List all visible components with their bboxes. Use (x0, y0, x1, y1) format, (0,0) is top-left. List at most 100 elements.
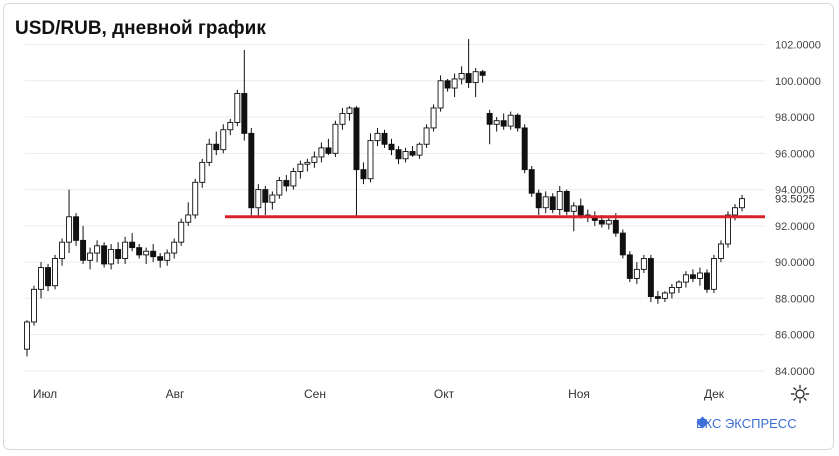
candle (101, 242, 108, 268)
candle-body (143, 250, 150, 256)
candle-body (45, 267, 52, 287)
candle-body (360, 169, 367, 180)
chart-title: USD/RUB, дневной график (15, 18, 266, 39)
candle (87, 247, 94, 270)
candle-body (171, 241, 178, 254)
candle (451, 73, 458, 98)
candle-body (367, 140, 374, 180)
candle-body (556, 190, 563, 210)
candle (311, 151, 318, 168)
candle-body (458, 73, 465, 80)
candle-body (227, 122, 234, 131)
y-tick-label: 94.0000 (775, 185, 815, 197)
candle (129, 233, 136, 252)
candle-body (598, 219, 605, 225)
candle-body (52, 258, 59, 287)
y-axis: 102.0000 100.0000 98.0000 96.0000 94.0000 92.… (775, 40, 821, 378)
x-tick-label: Сен (304, 387, 326, 401)
candle (556, 185, 563, 215)
candle (122, 236, 129, 264)
candle-body (626, 254, 633, 279)
candle (94, 240, 101, 263)
candle (136, 243, 143, 259)
candle-body (563, 190, 570, 212)
candle-body (38, 267, 44, 290)
y-tick-label: 102.0000 (775, 40, 821, 52)
candle-body (486, 112, 493, 125)
candle (241, 49, 248, 141)
candle-body (430, 107, 437, 129)
candle (696, 267, 703, 286)
candle-body (108, 248, 115, 265)
candle-body (395, 149, 402, 160)
candle (374, 127, 381, 147)
candle-body (192, 181, 199, 216)
candle-body (241, 93, 248, 134)
candle (45, 263, 52, 292)
candle (647, 254, 654, 303)
candle-body (206, 143, 213, 163)
candle-body (185, 214, 192, 223)
candle-body (101, 245, 108, 265)
candle-body (255, 189, 262, 209)
candle-body (276, 180, 283, 196)
candle (542, 191, 549, 214)
x-tick-label: Авг (166, 387, 185, 401)
candle-body (725, 214, 731, 245)
candle (367, 133, 374, 183)
candle (290, 167, 297, 190)
candle (157, 253, 164, 268)
candle-body (577, 205, 584, 216)
candle (591, 211, 598, 226)
candle-body (164, 252, 171, 261)
candle-body (689, 274, 696, 279)
candle-body (423, 127, 430, 145)
candle-body (703, 272, 710, 290)
candle (717, 240, 724, 263)
candle-body (73, 216, 80, 241)
candle-body (24, 321, 30, 350)
candle-body (129, 241, 136, 249)
candle-body (717, 243, 724, 259)
candle-body (661, 292, 668, 299)
grid (25, 44, 765, 372)
candle (213, 131, 220, 156)
candle (325, 138, 332, 156)
candle-body (619, 232, 626, 256)
candle (304, 158, 311, 172)
candle-body (549, 196, 556, 210)
candle-body (500, 120, 507, 127)
candle (521, 124, 528, 174)
candle-body (402, 151, 409, 160)
candle (654, 291, 661, 304)
candle (346, 106, 353, 121)
candle-body (213, 143, 220, 151)
brand-mark-icon (696, 416, 709, 429)
candle (423, 124, 430, 148)
settings-gear-icon[interactable] (790, 384, 810, 404)
candle-body (409, 151, 416, 156)
y-tick-label: 100.0000 (775, 76, 821, 88)
candle-body (633, 268, 640, 279)
candle-body (234, 93, 241, 123)
candle-body (451, 78, 458, 89)
candles (24, 39, 745, 357)
candle-body (199, 161, 206, 183)
candle-body (381, 132, 388, 145)
candle (514, 113, 521, 132)
candle (388, 138, 395, 156)
candle (227, 118, 234, 136)
candle (458, 66, 465, 85)
candle-body (332, 123, 339, 154)
candle-body (290, 171, 297, 187)
candle (192, 178, 199, 219)
candle (24, 320, 30, 357)
candle-body (542, 196, 549, 209)
candle (164, 249, 171, 266)
candle (430, 104, 437, 132)
candle (255, 184, 262, 217)
candle (563, 189, 570, 215)
candle-body (416, 143, 423, 156)
candle-body (444, 80, 451, 89)
candle (535, 189, 542, 215)
